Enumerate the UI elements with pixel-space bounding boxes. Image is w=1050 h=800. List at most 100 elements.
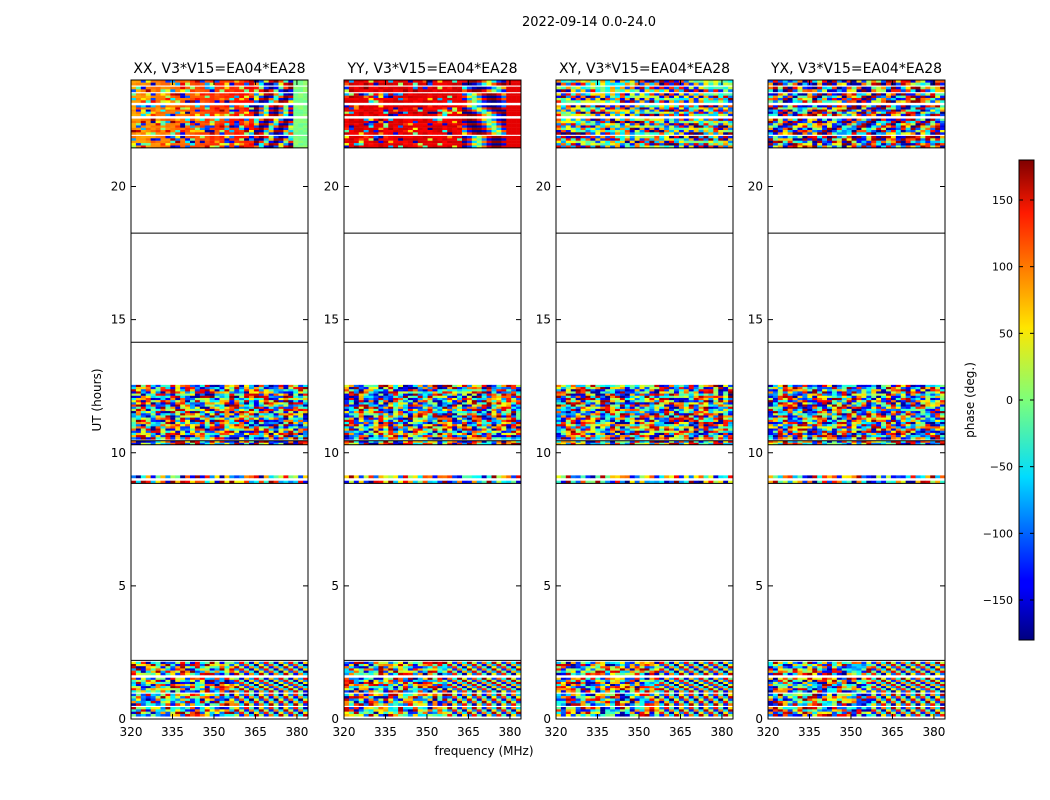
heatmap-cell: [140, 421, 147, 425]
heatmap-cell: [145, 80, 151, 83]
heatmap-cell: [239, 132, 245, 135]
heatmap-cell: [175, 393, 181, 396]
heatmap-cell: [278, 442, 284, 445]
heatmap-cell: [288, 93, 294, 96]
heatmap-cell: [481, 688, 487, 691]
heatmap-cell: [422, 393, 428, 396]
heatmap-cell: [199, 97, 206, 101]
heatmap-cell: [373, 421, 379, 425]
heatmap-cell: [432, 406, 438, 410]
heatmap-cell: [185, 428, 191, 431]
heatmap-cell: [131, 105, 137, 108]
heatmap-cell: [234, 417, 240, 420]
heatmap-cell: [180, 111, 186, 115]
heatmap-cell: [224, 393, 230, 396]
heatmap-cell: [244, 393, 250, 396]
heatmap-cell: [199, 703, 206, 706]
heatmap-cell: [190, 107, 196, 110]
heatmap-cell: [145, 402, 151, 405]
heatmap-cell: [194, 693, 201, 697]
heatmap-cell: [155, 707, 161, 710]
heatmap-cell: [224, 97, 230, 101]
heatmap-cell: [516, 415, 522, 418]
heatmap-cell: [412, 711, 419, 715]
heatmap-cell: [452, 384, 458, 388]
heatmap-cell: [224, 703, 230, 706]
heatmap-cell: [383, 120, 389, 124]
heatmap-cell: [378, 411, 384, 414]
heatmap-cell: [358, 440, 364, 443]
heatmap-cell: [131, 395, 137, 399]
heatmap-cell: [160, 113, 166, 117]
heatmap-cell: [511, 677, 517, 681]
heatmap-cell: [273, 430, 279, 434]
heatmap-cell: [447, 391, 453, 394]
heatmap-cell: [298, 404, 304, 407]
heatmap-cell: [273, 391, 279, 394]
heatmap-cell: [378, 663, 384, 667]
heatmap-cell: [214, 111, 220, 115]
heatmap-cell: [273, 679, 279, 683]
heatmap-cell: [363, 140, 369, 144]
heatmap-cell: [253, 113, 260, 117]
heatmap-cell: [199, 132, 206, 135]
heatmap-cell: [476, 442, 482, 445]
heatmap-cell: [180, 686, 186, 689]
heatmap-cell: [278, 430, 284, 434]
heatmap-cell: [388, 709, 394, 712]
heatmap-cell: [170, 698, 176, 702]
heatmap-cell: [358, 428, 364, 431]
heatmap-cell: [511, 672, 517, 676]
heatmap-cell: [258, 707, 265, 710]
heatmap-cell: [219, 105, 225, 108]
heatmap-cell: [462, 127, 468, 131]
heatmap-cell: [268, 663, 274, 667]
y-tick-label: 20: [111, 180, 126, 194]
heatmap-cell: [378, 135, 384, 139]
heatmap-cell: [398, 677, 404, 681]
heatmap-cell: [303, 424, 309, 427]
heatmap-cell: [491, 698, 497, 702]
heatmap-cell: [293, 703, 299, 706]
heatmap-cell: [150, 693, 156, 697]
heatmap-cell: [258, 666, 265, 669]
heatmap-cell: [194, 668, 201, 671]
heatmap-cell: [209, 700, 215, 704]
heatmap-cell: [422, 397, 428, 401]
heatmap-cell: [234, 120, 240, 124]
heatmap-cell: [283, 95, 289, 99]
heatmap-cell: [466, 696, 473, 699]
heatmap-cell: [348, 428, 355, 431]
heatmap-cell: [358, 393, 364, 396]
heatmap-cell: [303, 681, 309, 685]
heatmap-cell: [417, 709, 423, 712]
heatmap-cell: [388, 677, 394, 681]
heatmap-cell: [501, 668, 507, 671]
heatmap-cell: [234, 406, 240, 410]
heatmap-cell: [244, 413, 250, 416]
heatmap-cell: [170, 135, 176, 139]
heatmap-cell: [383, 384, 389, 388]
heatmap-cell: [249, 123, 255, 126]
heatmap-cell: [344, 437, 350, 440]
heatmap-cell: [219, 672, 225, 676]
heatmap-cell: [160, 430, 166, 434]
heatmap-cell: [511, 417, 517, 420]
heatmap-cell: [442, 123, 448, 126]
heatmap-cell: [263, 426, 269, 429]
heatmap-cell: [412, 426, 419, 429]
heatmap-cell: [175, 111, 181, 115]
x-tick-label: 380: [285, 725, 308, 739]
heatmap-cell: [303, 684, 309, 687]
heatmap-cell: [417, 703, 423, 706]
heatmap-cell: [204, 413, 210, 416]
heatmap-cell: [466, 118, 473, 122]
heatmap-cell: [268, 406, 274, 410]
heatmap-cell: [293, 668, 299, 671]
heatmap-cell: [471, 661, 478, 665]
heatmap-cell: [516, 707, 522, 710]
heatmap-cell: [131, 714, 137, 717]
heatmap-cell: [140, 97, 147, 101]
heatmap-cell: [457, 387, 463, 390]
heatmap-cell: [145, 413, 151, 416]
